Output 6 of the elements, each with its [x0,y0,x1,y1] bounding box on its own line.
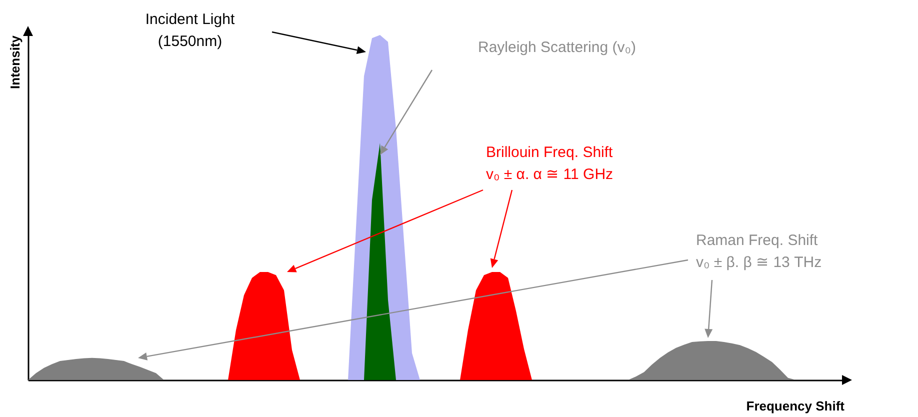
annotation: Raman Freq. Shift v₀ ± β. β ≅ 13 THz [696,232,822,271]
annotation: Brillouin Freq. Shift v₀ ± α. α ≅ 11 GHz [486,144,614,183]
annotation: Rayleigh Scattering (v₀) [478,39,636,56]
y-axis-title: Intensity [8,34,22,89]
annotation: Incident Light (1550nm) [145,11,236,50]
x-axis-title: Frequency Shift [746,398,846,414]
